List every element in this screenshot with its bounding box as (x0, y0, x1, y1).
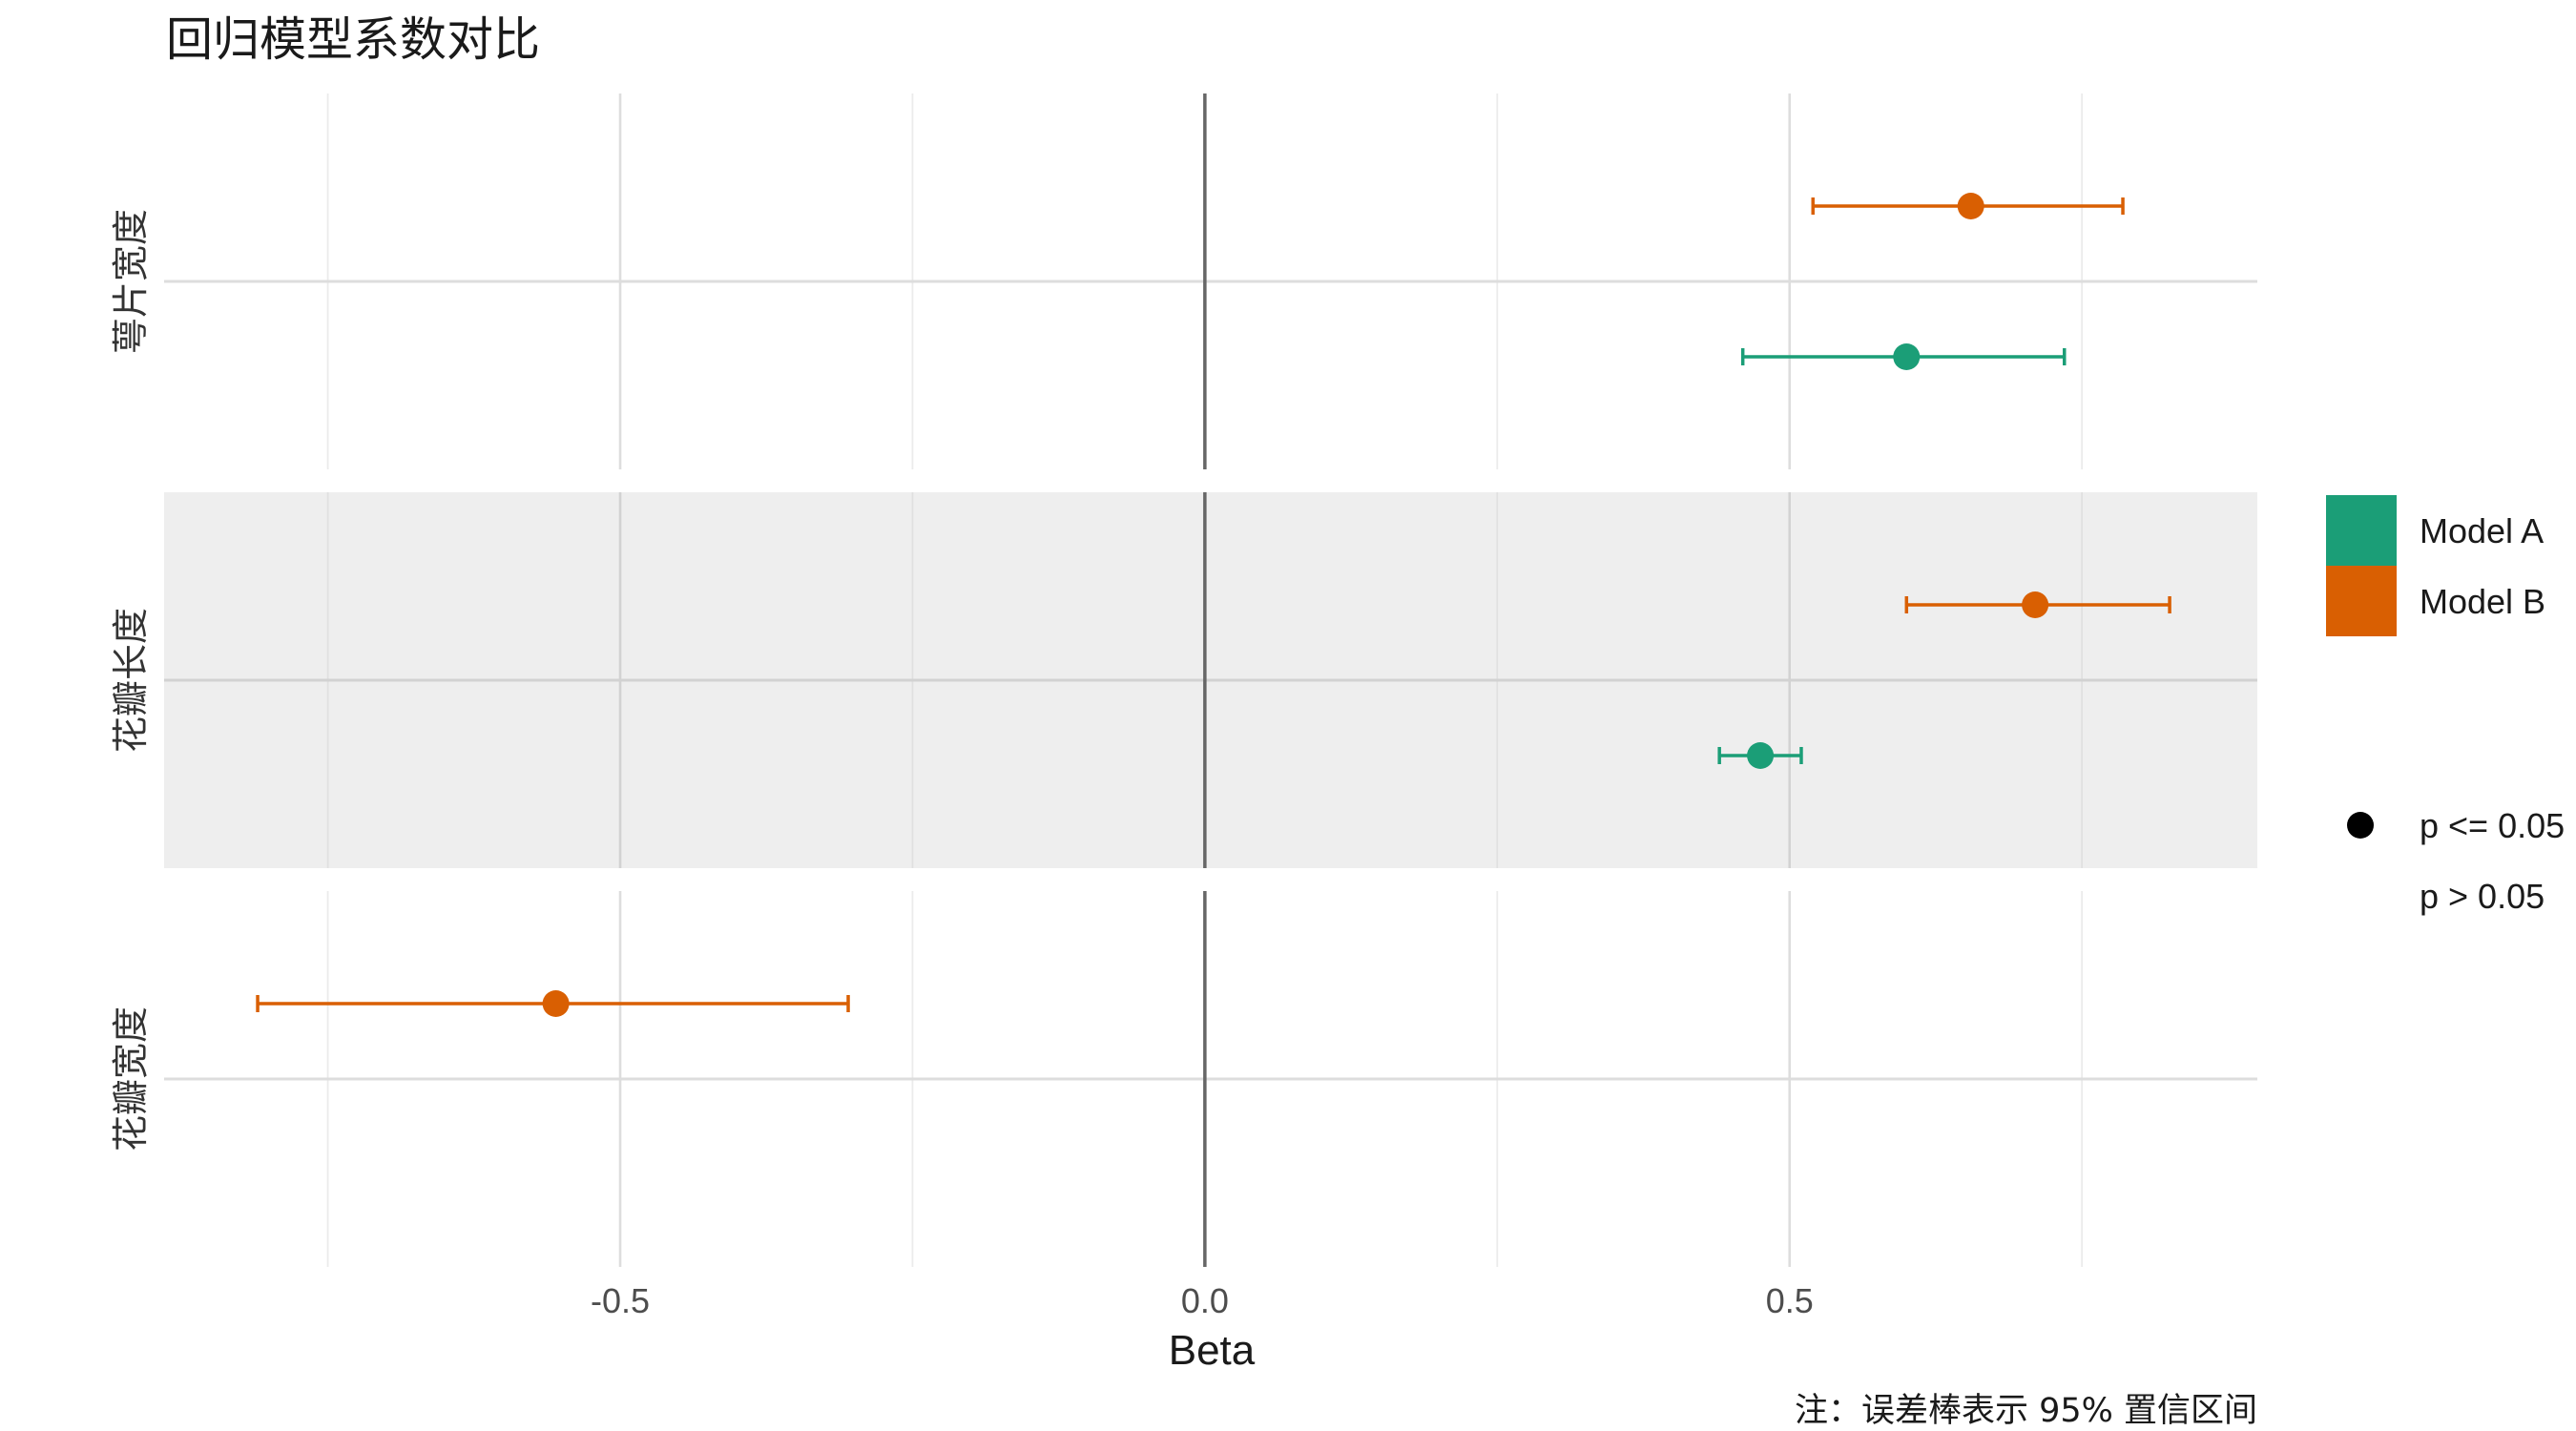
chart-caption: 注：误差棒表示 95% 置信区间 (1795, 1392, 2257, 1430)
data-point (1747, 742, 1775, 769)
x-tick-label: 0.5 (1766, 1281, 1814, 1320)
data-point (1957, 193, 1984, 219)
data-point (1893, 343, 1921, 370)
facet-label: 花瓣宽度 (110, 1006, 152, 1151)
facet-panel: 花瓣长度 (110, 492, 2257, 868)
data-point (542, 990, 570, 1017)
legend-label: Model A (2420, 511, 2544, 550)
facet-panel: 花瓣宽度 (110, 891, 2257, 1267)
legend-label: p <= 0.05 (2420, 806, 2565, 845)
legend-color-key (2326, 566, 2397, 636)
data-point-group (1904, 591, 2171, 618)
data-point-group (1717, 742, 1803, 769)
legend-item: p > 0.05 (2420, 877, 2545, 916)
legend-color-key (2326, 495, 2397, 566)
legend-item: Model A (2326, 495, 2544, 566)
x-tick-label: -0.5 (591, 1281, 650, 1320)
x-axis-title: Beta (1169, 1327, 1256, 1374)
legend-label: Model B (2420, 582, 2545, 621)
data-point-group (256, 990, 850, 1017)
chart-title: 回归模型系数对比 (166, 12, 540, 67)
facet-label: 萼片宽度 (110, 209, 152, 354)
legend-item: p <= 0.05 (2347, 806, 2565, 845)
legend-item: Model B (2326, 566, 2545, 636)
x-axis: -0.5 0.0 0.5 (591, 1281, 1814, 1320)
legend: Model A Model B p <= 0.05 p > 0.05 (2326, 495, 2565, 916)
data-point-group (1740, 343, 2067, 370)
data-point-group (1811, 193, 2125, 219)
legend-shape-key (2347, 812, 2374, 839)
marks-layer (256, 193, 2171, 1017)
legend-label: p > 0.05 (2420, 877, 2545, 916)
x-tick-label: 0.0 (1181, 1281, 1229, 1320)
facet-label: 花瓣长度 (110, 608, 152, 753)
data-point (2022, 591, 2049, 618)
facet-panel: 萼片宽度 (110, 93, 2257, 469)
